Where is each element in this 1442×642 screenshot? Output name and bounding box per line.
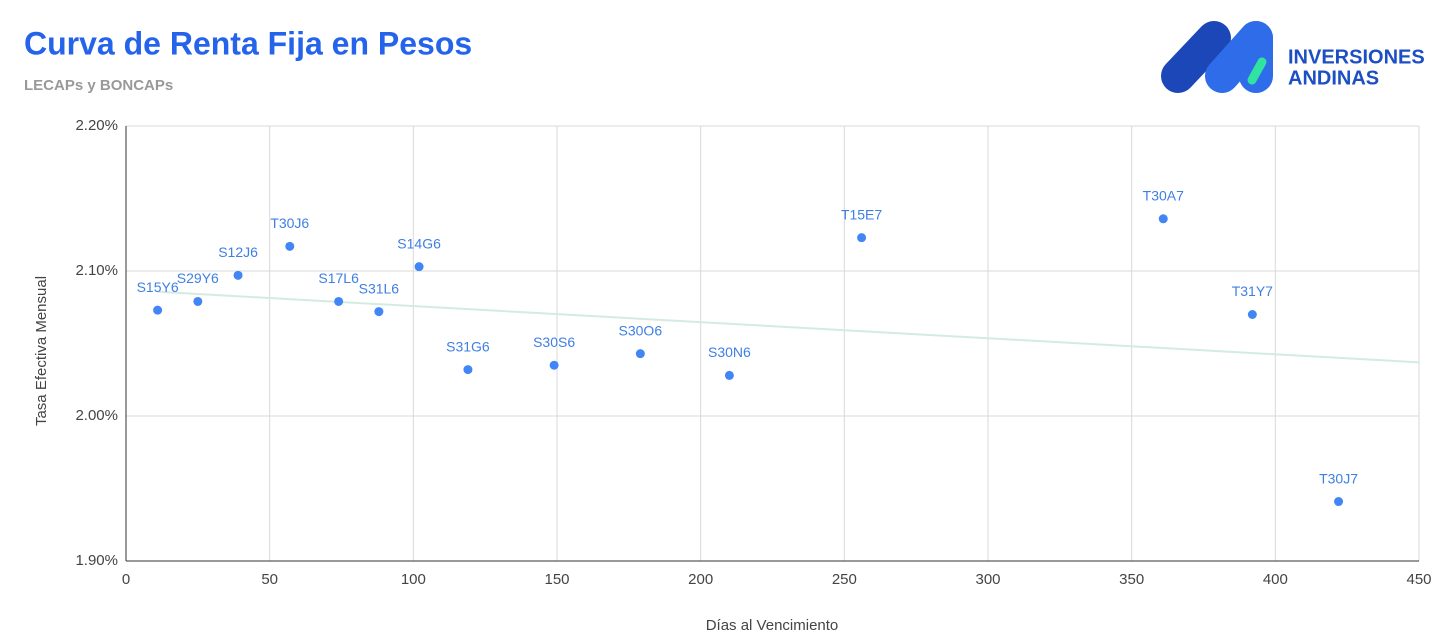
point-label: T30J6: [270, 215, 309, 231]
point-label: S29Y6: [177, 270, 219, 286]
point: [334, 296, 344, 306]
x-tick-label: 450: [1406, 571, 1431, 588]
point-label: S30N6: [708, 344, 751, 360]
y-tick-label: 2.20%: [75, 117, 118, 134]
point: [1158, 214, 1168, 224]
point-label: S31L6: [359, 280, 400, 296]
point-label: S15Y6: [137, 279, 179, 295]
point-label: T30J7: [1319, 470, 1358, 486]
point: [635, 349, 645, 359]
x-tick-label: 300: [975, 571, 1000, 588]
chart-subtitle: LECAPs y BONCAPs: [24, 77, 173, 94]
y-tick-label: 2.00%: [75, 407, 118, 424]
point: [374, 307, 384, 317]
point: [1247, 310, 1257, 319]
x-tick-label: 350: [1119, 571, 1144, 588]
brand-line: INVERSIONES: [1288, 46, 1425, 68]
point: [285, 241, 295, 251]
point-label: T31Y7: [1232, 283, 1273, 299]
point: [549, 360, 559, 370]
trendline: [157, 290, 1420, 364]
point: [414, 262, 424, 272]
point-label: S14G6: [397, 235, 441, 251]
point: [153, 305, 163, 315]
point-label: T15E7: [841, 206, 882, 222]
x-tick-label: 200: [688, 571, 713, 588]
point: [1334, 497, 1344, 507]
x-tick-label: 400: [1263, 571, 1288, 588]
x-tick-label: 250: [832, 571, 857, 588]
chart-title: Curva de Renta Fija en Pesos: [24, 25, 472, 61]
point: [193, 296, 203, 306]
logo: [1161, 21, 1273, 93]
point-label: S17L6: [318, 270, 359, 286]
point-label: S30S6: [533, 334, 575, 350]
y-tick-label: 2.10%: [75, 262, 118, 279]
brand-line: ANDINAS: [1288, 67, 1379, 89]
x-tick-label: 100: [401, 571, 426, 588]
point: [724, 370, 734, 380]
x-axis-label: Días al Vencimiento: [706, 617, 839, 634]
x-tick-label: 150: [544, 571, 569, 588]
point: [463, 365, 473, 375]
y-tick-label: 1.90%: [75, 552, 118, 569]
point-label: S30O6: [619, 322, 663, 338]
point-label: S31G6: [446, 338, 490, 354]
point: [857, 233, 867, 243]
point: [233, 270, 243, 280]
y-axis-label: Tasa Efectiva Mensual: [33, 276, 50, 426]
x-tick-label: 50: [261, 571, 278, 588]
point-label: T30A7: [1143, 188, 1184, 204]
point-label: S12J6: [218, 244, 258, 260]
x-tick-label: 0: [122, 571, 130, 588]
